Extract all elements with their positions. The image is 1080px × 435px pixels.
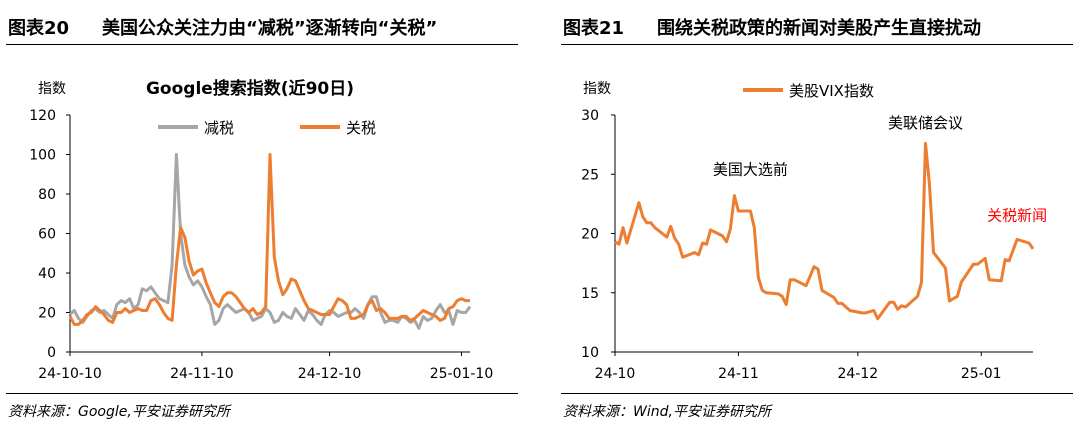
series-line-vix (614, 141, 1035, 321)
y-tick-label: 120 (29, 108, 56, 124)
figure-21-number: 图表21 (563, 18, 625, 39)
series-line-tariff (68, 153, 470, 326)
figure-20-number: 图表20 (8, 18, 70, 39)
google-search-chart: 0 20 40 60 80 100 120 指数 Google搜索指数(近90日) 24-10-1… (29, 78, 494, 382)
x-tick-label: 25-01 (961, 366, 1002, 382)
annotation-fed-meeting: 美联储会议 (888, 114, 963, 132)
y-tick-label: 10 (581, 345, 599, 361)
figure-20-heading: 美国公众关注力由“减税”逐渐转向“关税” (102, 18, 438, 39)
figure-20-source-rule (6, 393, 518, 394)
y-tick-label: 40 (38, 266, 56, 282)
y-axis-label: 指数 (38, 81, 66, 97)
figure-20-source: 资料来源：Google,平安证券研究所 (8, 404, 230, 420)
y-tick-label: 20 (581, 227, 599, 243)
x-tick-label: 24-10-10 (38, 366, 102, 382)
figure-20-header: 图表20 美国公众关注力由“减税”逐渐转向“关税” (6, 10, 518, 45)
y-tick-label: 80 (38, 187, 56, 203)
figure-21-source-rule (561, 393, 1073, 394)
legend-label: 关税 (346, 119, 376, 137)
x-tick-label: 24-11 (718, 366, 759, 382)
figure-21-header: 图表21 围绕关税政策的新闻对美股产生直接扰动 (561, 10, 1073, 45)
x-tick-label: 25-01-10 (430, 366, 494, 382)
x-tick-label: 24-11-10 (170, 366, 234, 382)
y-axis-label: 指数 (583, 81, 611, 97)
y-tick-label: 15 (581, 286, 599, 302)
figure-20-panel: 图表20 美国公众关注力由“减税”逐渐转向“关税” 0 20 40 60 80 100 12… (0, 0, 525, 435)
y-tick-label: 30 (581, 108, 599, 124)
x-tick-label: 24-12 (837, 366, 878, 382)
y-tick-label: 25 (581, 167, 599, 183)
y-tick-label: 100 (29, 148, 56, 164)
chart-title: Google搜索指数(近90日) (146, 78, 354, 99)
x-tick-label: 24-12-10 (298, 366, 362, 382)
y-tick-label: 60 (38, 227, 56, 243)
x-tick-label: 24-10 (595, 366, 636, 382)
figure-21-heading: 围绕关税政策的新闻对美股产生直接扰动 (657, 18, 981, 39)
annotation-tariff-news: 关税新闻 (987, 206, 1047, 224)
y-tick-label: 0 (47, 345, 56, 361)
annotation-election: 美国大选前 (713, 160, 788, 178)
y-tick-label: 20 (38, 306, 56, 322)
legend-label: 美股VIX指数 (789, 82, 874, 100)
legend-label: 减税 (204, 119, 234, 137)
figure-21-source: 资料来源：Wind,平安证券研究所 (563, 404, 771, 420)
figure-21-panel: 图表21 围绕关税政策的新闻对美股产生直接扰动 10 15 20 25 30 指数 24-1… (555, 0, 1080, 435)
